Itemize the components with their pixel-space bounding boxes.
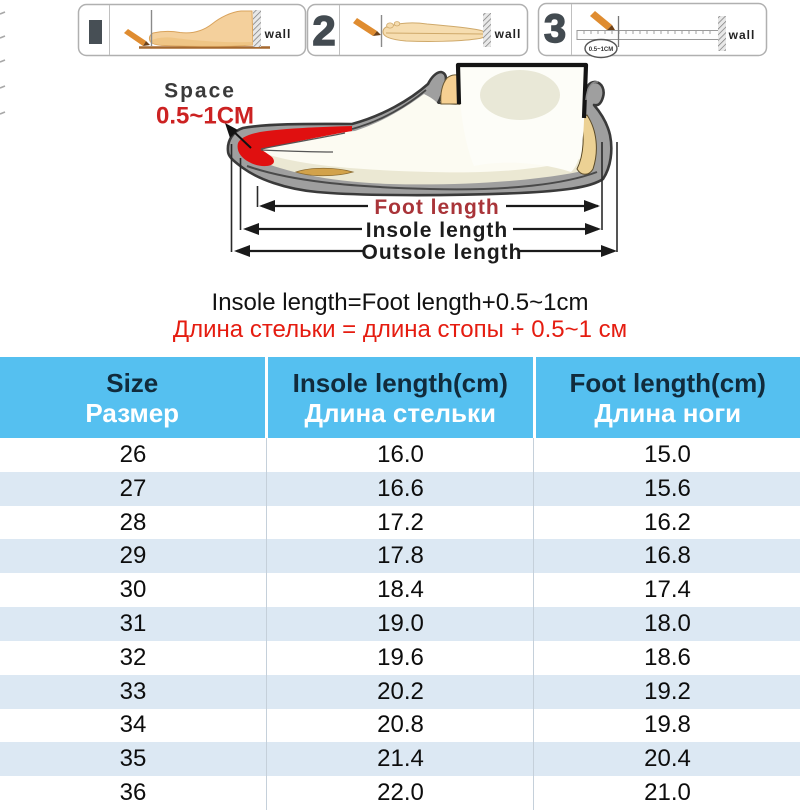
svg-text:wall: wall bbox=[264, 27, 292, 41]
svg-text:Foot length: Foot length bbox=[374, 196, 499, 219]
svg-text:0.5~1CM: 0.5~1CM bbox=[589, 47, 614, 53]
svg-text:2: 2 bbox=[312, 7, 335, 54]
svg-text:0.5~1CM: 0.5~1CM bbox=[156, 103, 254, 130]
svg-text:wall: wall bbox=[494, 27, 522, 41]
svg-text:Outsole length: Outsole length bbox=[362, 241, 523, 264]
svg-text:Space: Space bbox=[164, 80, 236, 103]
svg-text:3: 3 bbox=[544, 7, 566, 51]
svg-text:wall: wall bbox=[728, 28, 756, 42]
svg-text:Insole length: Insole length bbox=[366, 219, 509, 242]
